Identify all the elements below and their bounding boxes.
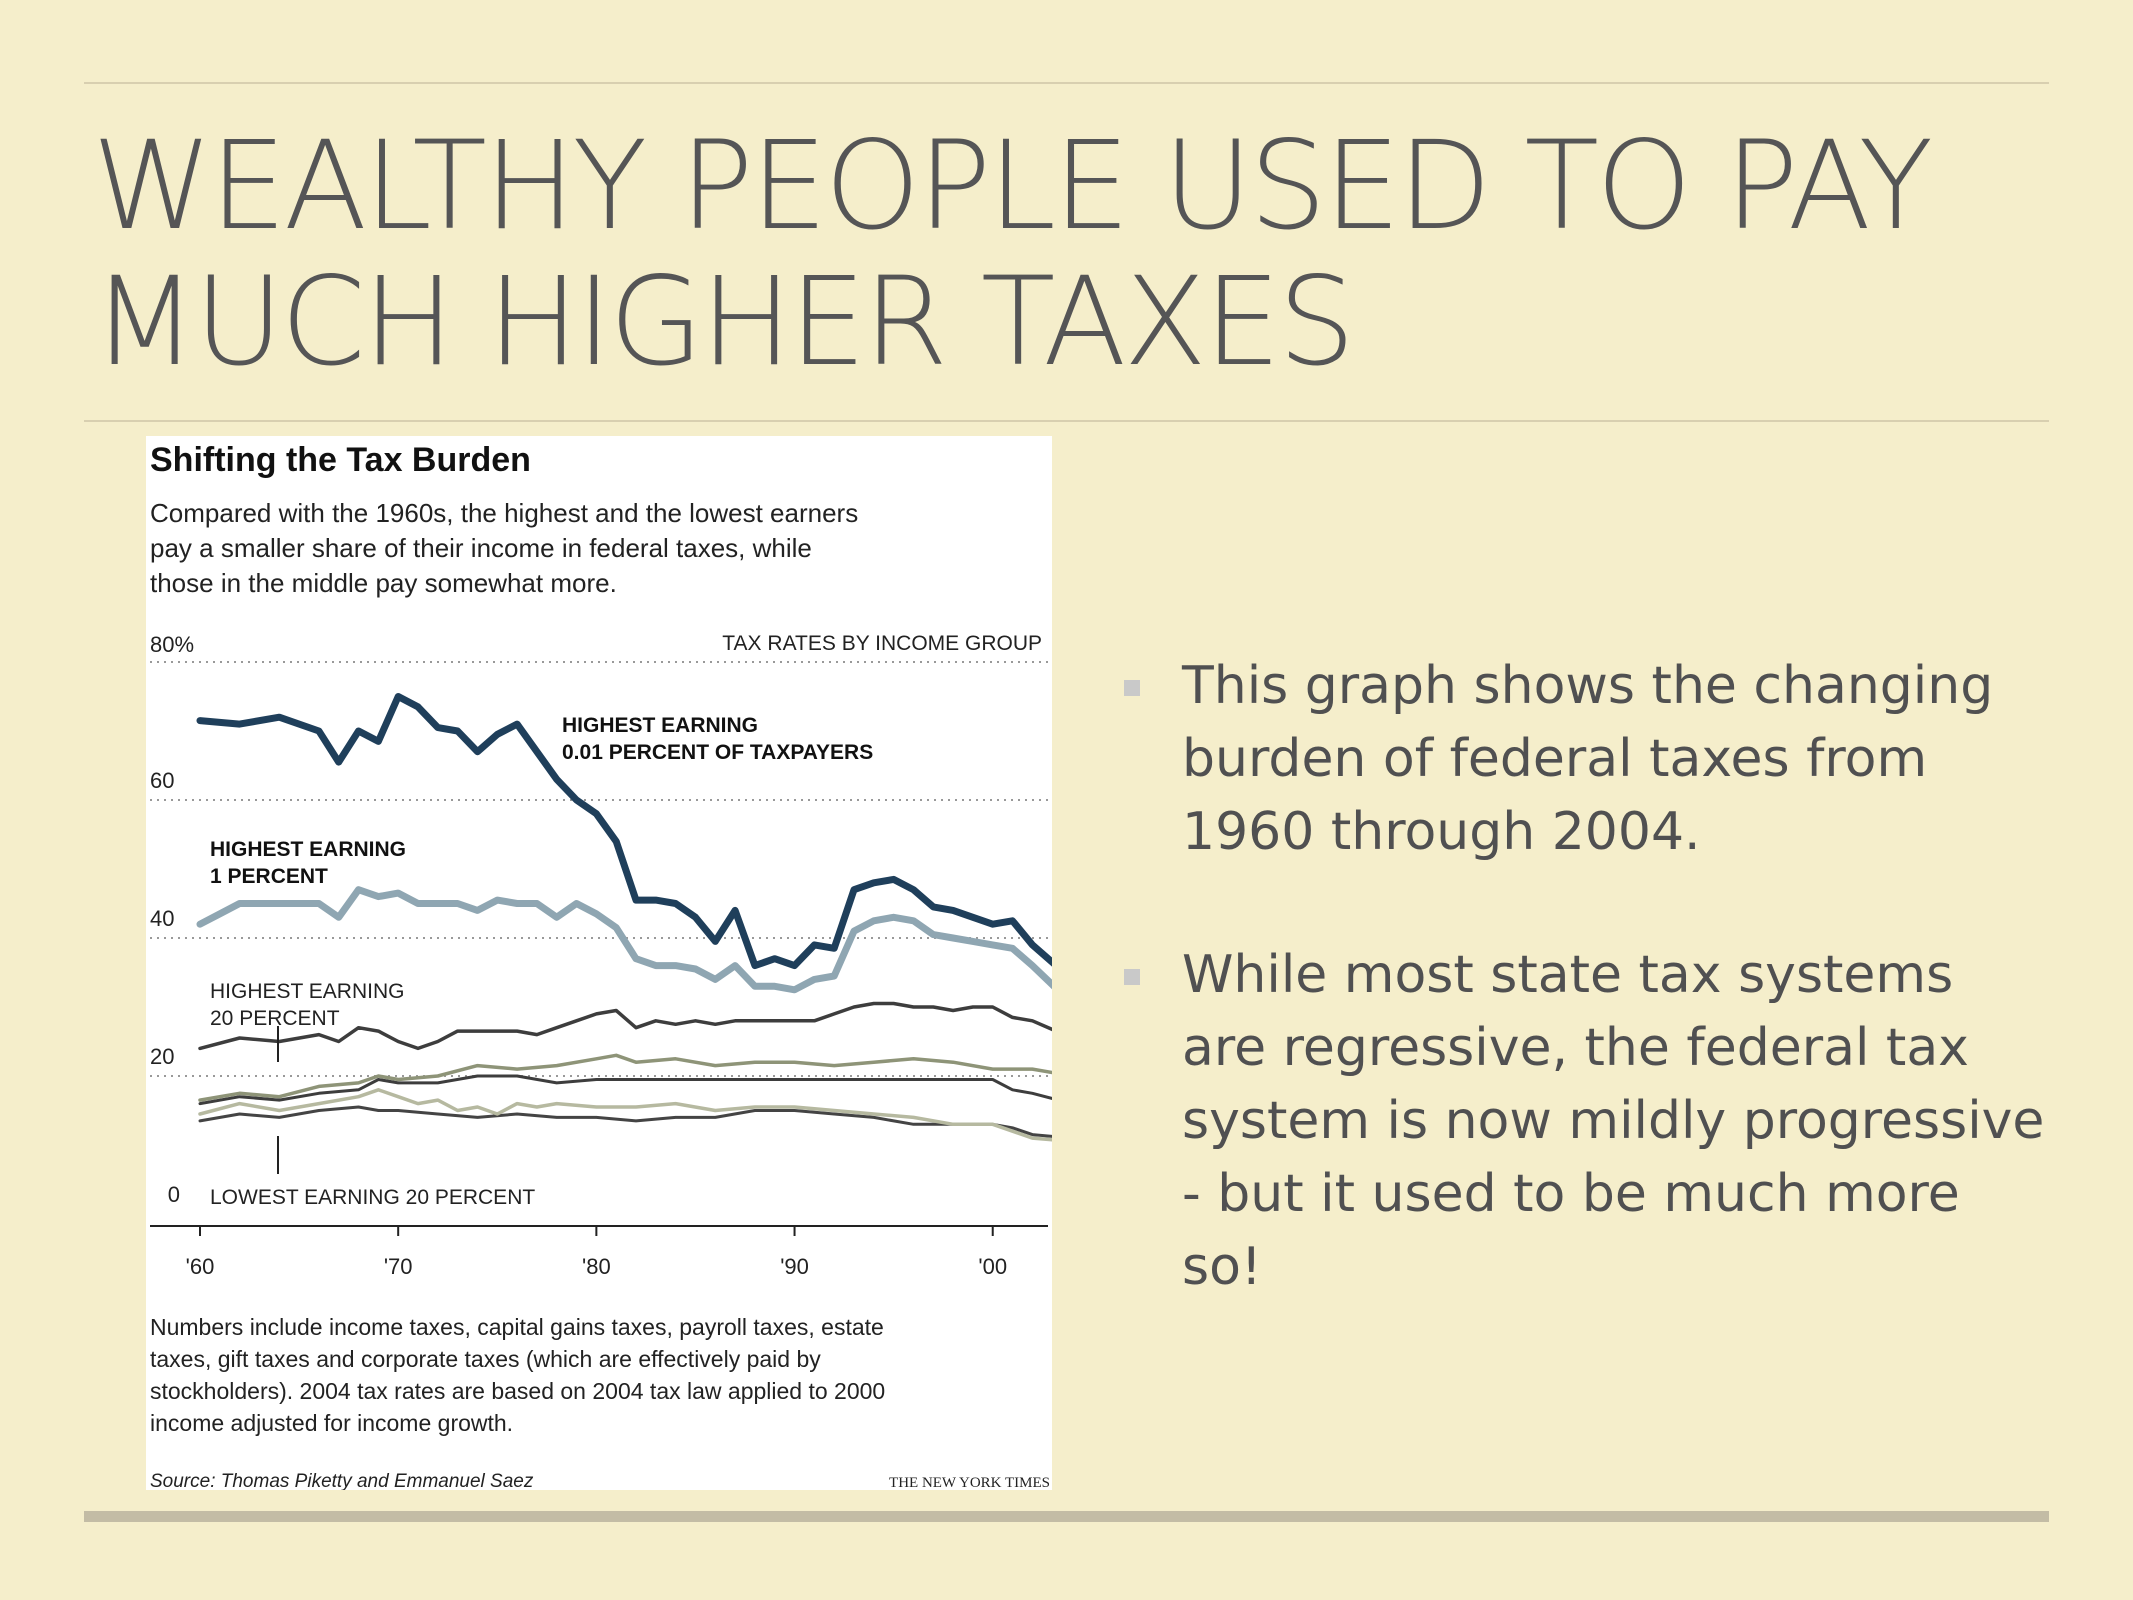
chart-notes-line: taxes, gift taxes and corporate taxes (w…	[150, 1346, 821, 1372]
annotation-twenty-percent: 20 PERCENT	[210, 1007, 340, 1030]
x-tick-label: '90	[780, 1254, 809, 1279]
bullet-item: This graph shows the changing burden of …	[1120, 650, 2050, 869]
annotation-one-percent: 1 PERCENT	[210, 865, 328, 888]
square-bullet-icon	[1124, 680, 1140, 696]
chart-subtitle: Compared with the 1960s, the highest and…	[150, 498, 858, 598]
chart-title: Shifting the Tax Burden	[150, 441, 531, 479]
title-divider	[84, 420, 2049, 422]
y-axis-ticks: 80% 60 40 20 0	[150, 632, 194, 1207]
series-annotations: HIGHEST EARNING 0.01 PERCENT OF TAXPAYERS…	[210, 714, 873, 1209]
series-line	[198, 1074, 1052, 1106]
x-tick-label: '60	[186, 1254, 215, 1279]
x-tick-label: '00	[978, 1254, 1007, 1279]
chart-svg: Shifting the Tax Burden Compared with th…	[150, 441, 1052, 1490]
y-tick-label: 60	[150, 768, 174, 793]
series-lines	[196, 693, 1052, 1142]
x-tick-label: '80	[582, 1254, 611, 1279]
chart-figure: Shifting the Tax Burden Compared with th…	[146, 436, 1052, 1490]
chart-subtitle-line: those in the middle pay somewhat more.	[150, 568, 617, 598]
chart-subtitle-line: pay a smaller share of their income in f…	[150, 533, 812, 563]
bullet-list: This graph shows the changing burden of …	[1120, 650, 2050, 1374]
x-tick-label: '70	[384, 1254, 413, 1279]
annotation-lowest: LOWEST EARNING 20 PERCENT	[210, 1186, 535, 1209]
x-axis-ticks: '60'70'80'90'00'04	[186, 1226, 1007, 1279]
gridlines	[150, 661, 1048, 1227]
chart-notes-line: income adjusted for income growth.	[150, 1410, 513, 1436]
slide-title: WEALTHY PEOPLE USED TO PAY MUCH HIGHER T…	[92, 115, 1933, 393]
series-line	[196, 693, 1052, 970]
y-tick-label: 0	[168, 1182, 180, 1207]
series-line	[198, 1001, 1052, 1051]
annotation-one-percent: HIGHEST EARNING	[210, 838, 406, 861]
y-tick-label: 20	[150, 1044, 174, 1069]
annotation-top-earners: HIGHEST EARNING	[562, 714, 758, 737]
chart-notes: Numbers include income taxes, capital ga…	[150, 1314, 885, 1436]
axis-caption: TAX RATES BY INCOME GROUP	[722, 632, 1042, 655]
chart-notes-line: Numbers include income taxes, capital ga…	[150, 1314, 884, 1340]
y-tick-label: 80%	[150, 632, 194, 657]
chart-subtitle-line: Compared with the 1960s, the highest and…	[150, 498, 858, 528]
chart-notes-line: stockholders). 2004 tax rates are based …	[150, 1378, 885, 1404]
series-line	[198, 1105, 1052, 1138]
series-line	[198, 1088, 1052, 1142]
chart-credit: THE NEW YORK TIMES	[889, 1475, 1050, 1490]
annotation-twenty-percent: HIGHEST EARNING	[210, 980, 404, 1003]
bullet-text: While most state tax systems are regress…	[1182, 945, 2045, 1297]
chart-source: Source: Thomas Piketty and Emmanuel Saez	[150, 1471, 534, 1490]
bottom-divider	[84, 1511, 2049, 1522]
bullet-text: This graph shows the changing burden of …	[1182, 656, 1994, 862]
square-bullet-icon	[1124, 969, 1140, 985]
series-line	[196, 886, 1052, 994]
annotation-top-earners: 0.01 PERCENT OF TAXPAYERS	[562, 741, 873, 764]
y-tick-label: 40	[150, 906, 174, 931]
top-divider	[84, 82, 2049, 84]
bullet-item: While most state tax systems are regress…	[1120, 939, 2050, 1304]
series-line	[198, 1053, 1052, 1102]
